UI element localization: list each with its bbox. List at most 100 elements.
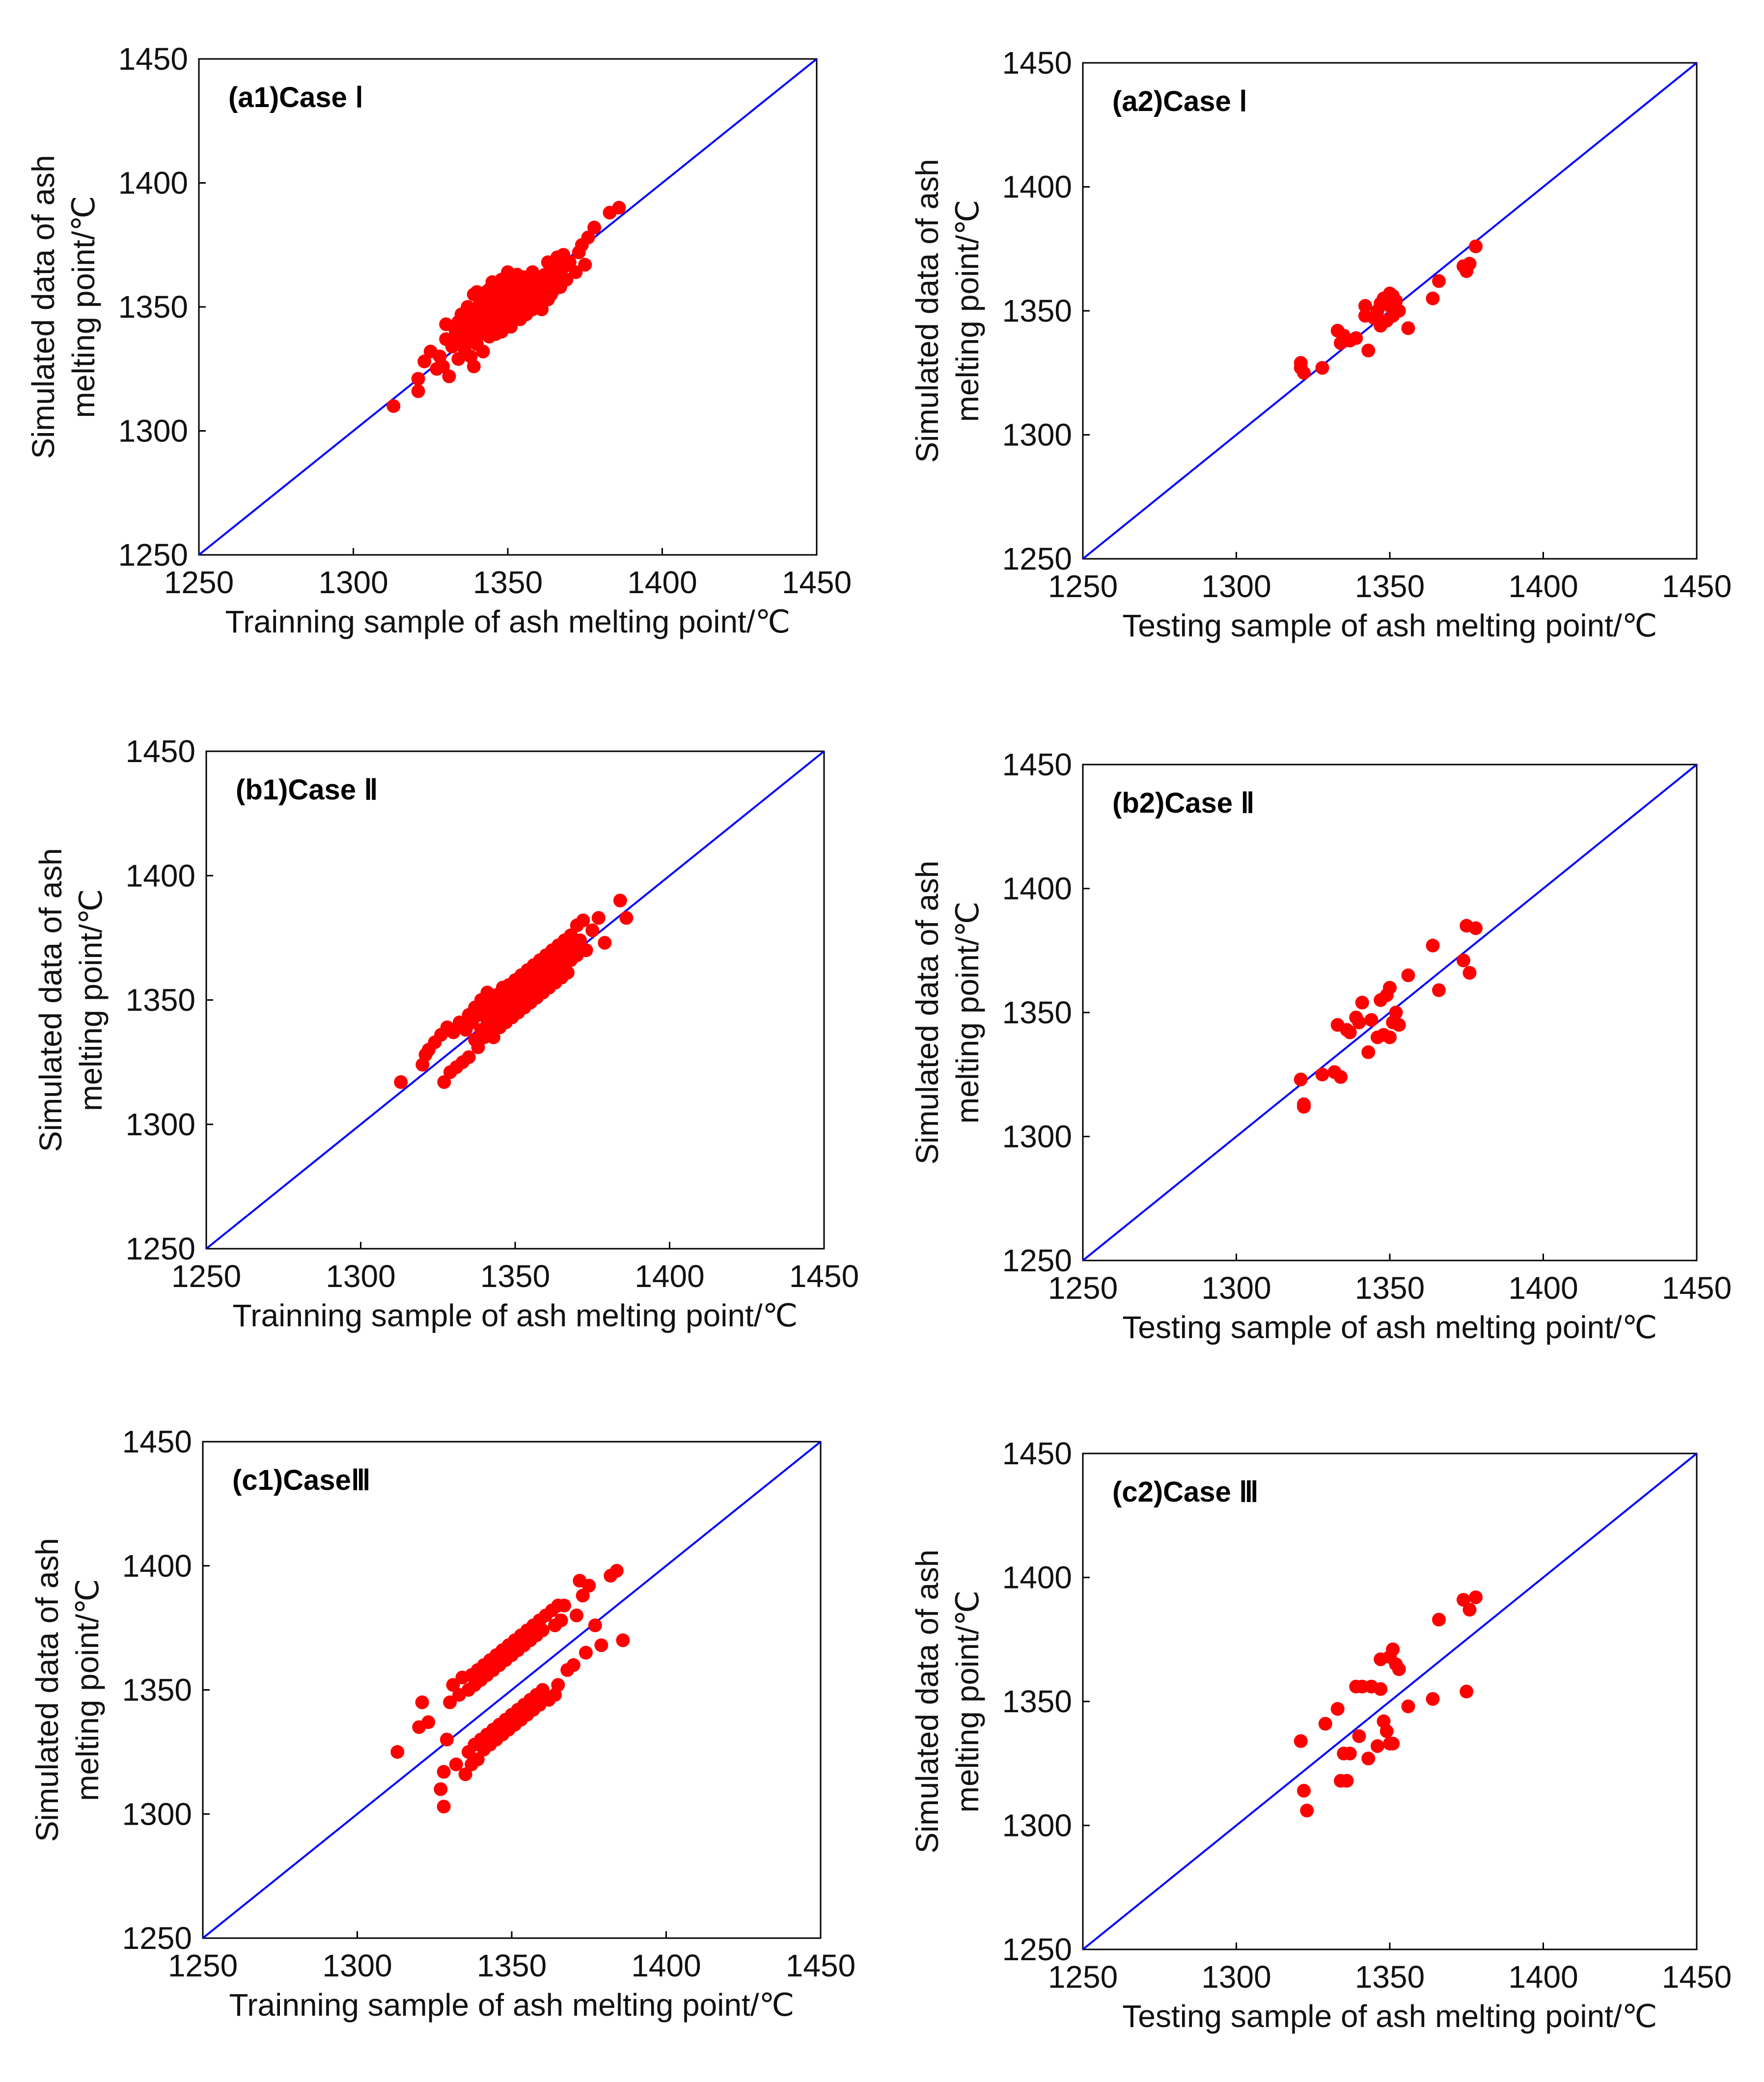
data-point: [1392, 1018, 1406, 1032]
y-axis-label: Simulated data of ash melting point/℃: [29, 1538, 105, 1842]
data-point: [458, 1767, 472, 1781]
data-point: [1401, 968, 1415, 983]
y-tick-label: 1300: [118, 413, 188, 449]
data-point: [535, 1683, 550, 1697]
x-tick-label: 1350: [473, 565, 543, 600]
data-point: [437, 1765, 451, 1779]
data-point: [1297, 366, 1311, 380]
chart-panel-2: 1250 1300 1350 1400 1450 1250 1300 1350 1400 1450…: [910, 45, 1732, 643]
y-tick-label: 1300: [1002, 1119, 1072, 1154]
x-tick-label: 1450: [786, 1948, 855, 1983]
x-tick-label: 1250: [1048, 1959, 1118, 1995]
data-point: [446, 1025, 461, 1040]
x-tick-label: 1350: [1355, 1959, 1425, 1995]
panel-title: (c2)Case Ⅲ: [1112, 1476, 1259, 1508]
panel-title: (a2)Case Ⅰ: [1112, 85, 1247, 117]
data-point: [1355, 995, 1369, 1010]
x-axis-label: Trainning sample of ash melting point/℃: [225, 604, 791, 639]
y-tick-label: 1350: [126, 983, 195, 1018]
data-point: [613, 893, 627, 907]
y-tick-label: 1350: [1002, 293, 1072, 329]
data-point: [1297, 1783, 1311, 1798]
chart-panel-6: 1250 1300 1350 1400 1450 1250 1300 1350 1400 1450…: [910, 1436, 1732, 2034]
data-point: [1426, 291, 1440, 305]
data-point: [437, 1075, 451, 1089]
y-tick-label: 1350: [118, 289, 188, 325]
data-point: [587, 220, 602, 235]
data-point: [1392, 304, 1406, 318]
data-point: [1432, 1613, 1446, 1627]
y-tick-label: 1250: [1002, 541, 1072, 576]
y-axis-label-line: Simulated data of ash: [910, 1549, 945, 1853]
x-tick-label: 1250: [164, 565, 234, 600]
x-tick-label: 1450: [789, 1259, 859, 1294]
data-point: [1297, 1099, 1311, 1114]
x-tick-label: 1300: [326, 1259, 395, 1294]
x-tick-label: 1400: [1508, 1959, 1578, 1995]
y-tick-label: 1250: [1002, 1243, 1072, 1278]
y-axis-label-line: melting point/℃: [66, 196, 101, 418]
y-axis-label-line: melting point/℃: [950, 902, 985, 1124]
data-point: [1361, 1045, 1376, 1059]
data-point: [1386, 1642, 1400, 1656]
y-tick-label: 1300: [126, 1107, 195, 1142]
data-point: [411, 372, 425, 386]
data-point: [411, 384, 425, 398]
y-tick-label: 1450: [118, 41, 188, 77]
data-point: [443, 1695, 457, 1709]
x-axis-label: Trainning sample of ash melting point/℃: [229, 1987, 795, 2023]
y-tick-label: 1400: [126, 858, 195, 893]
data-point: [1462, 257, 1477, 271]
chart-panel-1: 1250 1300 1350 1400 1450 1250 1300 1350 1400 1450…: [26, 41, 852, 639]
panel-title: (b2)Case Ⅱ: [1112, 787, 1255, 819]
data-point: [1469, 239, 1483, 253]
y-axis-label: Simulated data of ash melting point/℃: [910, 860, 985, 1164]
x-tick-label: 1300: [318, 565, 388, 600]
data-point: [566, 1658, 580, 1672]
data-point: [1426, 938, 1440, 953]
data-point: [437, 1800, 451, 1814]
data-point: [535, 1623, 550, 1638]
data-point: [470, 1753, 485, 1767]
x-tick-label: 1250: [1048, 569, 1118, 604]
data-point: [1343, 1025, 1357, 1040]
x-axis-label: Testing sample of ash melting point/℃: [1122, 608, 1657, 643]
data-point: [415, 1695, 429, 1709]
x-tick-label: 1400: [1508, 1270, 1578, 1306]
data-point: [569, 265, 583, 279]
reference-line: [202, 1441, 822, 1939]
data-point: [446, 1678, 460, 1692]
x-tick-label: 1350: [1355, 1270, 1425, 1306]
data-point: [576, 1589, 590, 1603]
data-point: [449, 1757, 463, 1772]
x-axis-label: Testing sample of ash melting point/℃: [1122, 1310, 1657, 1345]
y-axis-label-line: Simulated data of ash: [29, 1538, 65, 1842]
data-point: [440, 1732, 454, 1747]
data-point: [1432, 983, 1446, 997]
y-tick-label: 1300: [122, 1796, 192, 1832]
data-point: [1389, 1006, 1403, 1019]
chart-panel-5: 1250 1300 1350 1400 1450 1250 1300 1350 1400 1450…: [29, 1424, 855, 2023]
x-tick-label: 1450: [1662, 569, 1732, 604]
data-point: [1343, 1747, 1357, 1761]
data-point: [616, 1633, 630, 1647]
data-point: [1457, 1592, 1470, 1607]
data-point: [1432, 274, 1446, 288]
y-tick-label: 1450: [122, 1424, 192, 1459]
x-axis-label: Testing sample of ash melting point/℃: [1122, 1999, 1657, 2034]
data-point: [1294, 1072, 1308, 1087]
data-point: [1318, 1717, 1332, 1731]
data-point: [390, 1745, 405, 1759]
data-point: [612, 201, 626, 215]
panel-title: (a1)Case Ⅰ: [228, 82, 363, 113]
data-point: [554, 1613, 568, 1627]
data-point: [573, 933, 587, 947]
data-point: [562, 255, 577, 270]
data-point: [1358, 299, 1372, 313]
panel-title: (b1)Case Ⅱ: [236, 774, 378, 806]
data-point: [1401, 1699, 1415, 1714]
y-tick-label: 1450: [126, 734, 195, 769]
x-tick-label: 1300: [322, 1948, 392, 1983]
x-axis-label: Trainning sample of ash melting point/℃: [233, 1298, 798, 1333]
